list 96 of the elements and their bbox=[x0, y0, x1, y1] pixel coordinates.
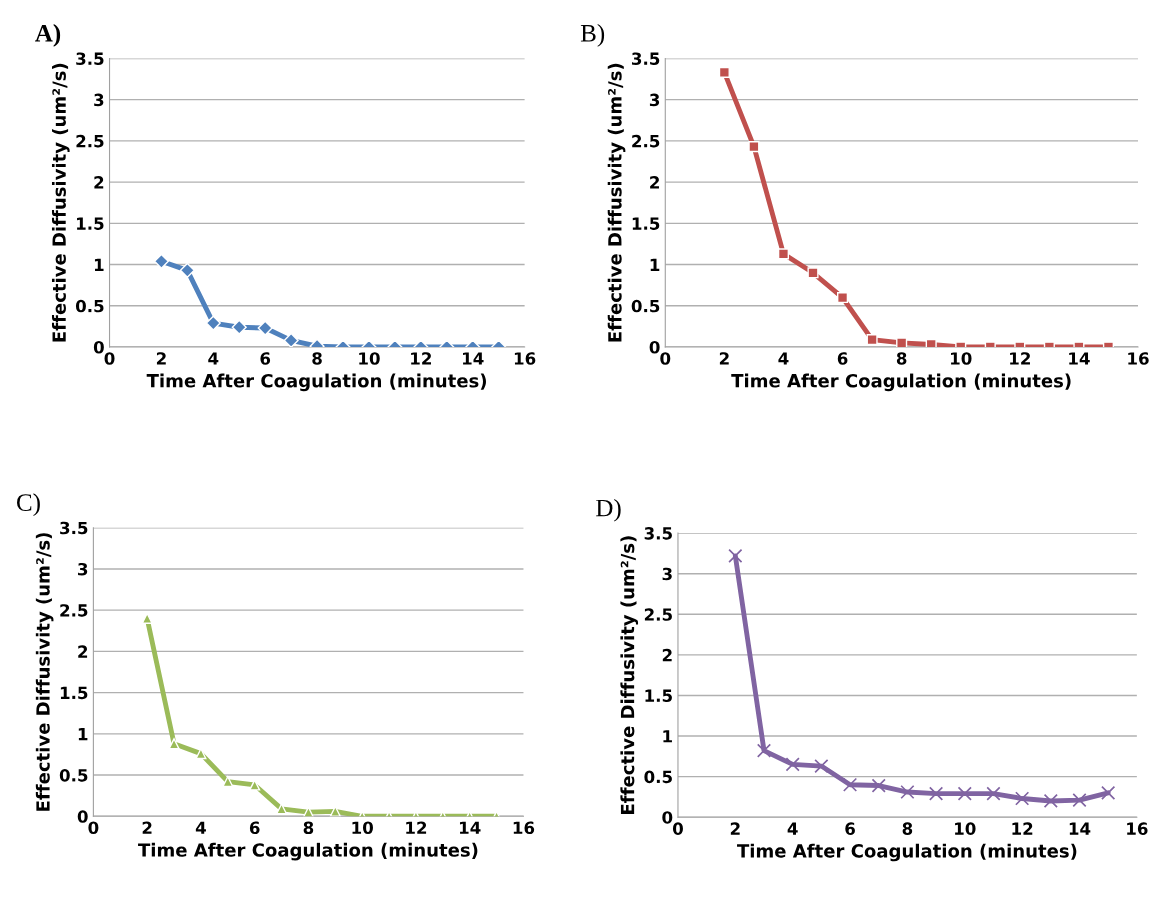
x-tick-label: 8 bbox=[303, 821, 314, 835]
x-tick-label: 0 bbox=[104, 352, 115, 365]
y-tick-label: 0.5 bbox=[75, 299, 104, 313]
x-tick-label: 12 bbox=[411, 352, 431, 365]
point bbox=[756, 743, 772, 758]
x-tick-label: 14 bbox=[1069, 822, 1091, 835]
point bbox=[957, 786, 972, 801]
x-axis-title: Time After Coagulation (minutes) bbox=[731, 373, 1071, 392]
y-tick-label: 3.5 bbox=[60, 521, 88, 535]
point bbox=[1043, 793, 1058, 809]
y-tick-label: 2.5 bbox=[76, 134, 104, 148]
y-tick-label: 2 bbox=[78, 645, 88, 658]
x-tick-label: 10 bbox=[359, 352, 380, 365]
chart-title: D) bbox=[596, 498, 621, 522]
x-tick-label: 12 bbox=[406, 821, 427, 834]
y-tick-label: 1.5 bbox=[645, 689, 672, 703]
x-tick-label: 6 bbox=[837, 352, 848, 365]
y-tick-label: 3 bbox=[649, 93, 660, 107]
y-tick-label: 3.5 bbox=[644, 527, 672, 540]
point bbox=[871, 778, 886, 793]
y-tick-label: 2.5 bbox=[644, 608, 672, 621]
chart-title: A) bbox=[35, 24, 61, 47]
x-tick-label: 16 bbox=[513, 821, 535, 835]
y-tick-label: 2 bbox=[662, 648, 672, 662]
x-tick-label: 8 bbox=[312, 352, 322, 365]
x-tick-label: 14 bbox=[459, 821, 481, 834]
y-tick-label: 1 bbox=[94, 258, 104, 271]
x-tick-label: 2 bbox=[730, 822, 740, 835]
point bbox=[814, 758, 829, 774]
x-tick-label: 4 bbox=[208, 352, 219, 365]
x-tick-label: 0 bbox=[672, 822, 683, 835]
y-tick-label: 1 bbox=[663, 730, 672, 743]
x-tick-label: 14 bbox=[463, 352, 484, 365]
x-tick-label: 10 bbox=[951, 352, 972, 365]
y-tick-label: 2 bbox=[650, 176, 659, 189]
y-axis-title: Effective Diffusivity (um²/s) bbox=[35, 533, 54, 811]
point bbox=[900, 784, 915, 800]
y-tick-label: 0 bbox=[93, 340, 104, 354]
x-tick-label: 12 bbox=[1012, 822, 1033, 835]
x-tick-label: 2 bbox=[142, 821, 152, 834]
x-tick-label: 10 bbox=[352, 821, 373, 835]
x-tick-label: 4 bbox=[778, 352, 789, 365]
point bbox=[986, 786, 1001, 801]
y-tick-label: 0.5 bbox=[644, 770, 672, 784]
y-tick-label: 0 bbox=[77, 810, 88, 823]
point bbox=[836, 291, 849, 304]
y-tick-label: 0.5 bbox=[59, 769, 88, 782]
x-axis-title: Time After Coagulation (minutes) bbox=[138, 842, 478, 861]
x-tick-label: 6 bbox=[249, 821, 260, 835]
y-tick-label: 3.5 bbox=[632, 52, 660, 65]
chart-title: B) bbox=[580, 24, 605, 47]
x-tick-label: 16 bbox=[514, 352, 536, 365]
y-tick-label: 1 bbox=[650, 258, 660, 271]
y-tick-label: 3 bbox=[78, 562, 88, 576]
point bbox=[842, 777, 858, 792]
x-tick-label: 14 bbox=[1069, 352, 1090, 365]
x-tick-label: 8 bbox=[896, 352, 907, 365]
x-tick-label: 4 bbox=[195, 821, 206, 834]
y-tick-label: 1.5 bbox=[77, 217, 104, 230]
y-tick-label: 2.5 bbox=[632, 134, 660, 148]
y-tick-label: 2.5 bbox=[60, 604, 88, 617]
point bbox=[929, 786, 944, 801]
x-tick-label: 6 bbox=[845, 822, 855, 835]
y-axis-title: Effective Diffusivity (um²/s) bbox=[620, 536, 639, 814]
y-tick-label: 1 bbox=[78, 728, 88, 741]
y-tick-label: 3 bbox=[662, 567, 672, 581]
point bbox=[1015, 791, 1030, 806]
y-tick-label: 2 bbox=[94, 176, 104, 189]
x-tick-label: 12 bbox=[1010, 352, 1030, 365]
point bbox=[1101, 785, 1116, 800]
x-axis-title: Time After Coagulation (minutes) bbox=[737, 843, 1077, 862]
y-axis-title: Effective Diffusivity (um²/s) bbox=[51, 63, 70, 342]
x-axis-title: Time After Coagulation (minutes) bbox=[146, 373, 486, 392]
y-tick-label: 0 bbox=[662, 811, 673, 824]
x-tick-label: 8 bbox=[902, 822, 913, 835]
y-tick-label: 3.5 bbox=[76, 52, 104, 65]
y-tick-label: 3 bbox=[94, 93, 104, 107]
y-tick-label: 1.5 bbox=[60, 686, 88, 700]
x-tick-label: 16 bbox=[1127, 822, 1148, 835]
y-axis-title: Effective Diffusivity (um²/s) bbox=[607, 63, 626, 342]
y-tick-label: 1.5 bbox=[632, 217, 660, 230]
x-tick-label: 4 bbox=[787, 822, 798, 835]
point bbox=[748, 141, 760, 153]
point bbox=[728, 548, 743, 563]
point bbox=[807, 267, 819, 279]
point bbox=[1072, 793, 1087, 808]
x-tick-label: 2 bbox=[719, 352, 729, 365]
chart-title: C) bbox=[17, 493, 40, 517]
y-tick-label: 0.5 bbox=[631, 299, 660, 313]
x-tick-label: 16 bbox=[1128, 352, 1149, 365]
x-tick-label: 2 bbox=[156, 352, 166, 365]
x-tick-label: 10 bbox=[955, 822, 976, 835]
point bbox=[785, 757, 800, 772]
y-tick-label: 0 bbox=[649, 340, 660, 354]
point bbox=[896, 337, 908, 348]
x-tick-label: 6 bbox=[260, 352, 271, 365]
